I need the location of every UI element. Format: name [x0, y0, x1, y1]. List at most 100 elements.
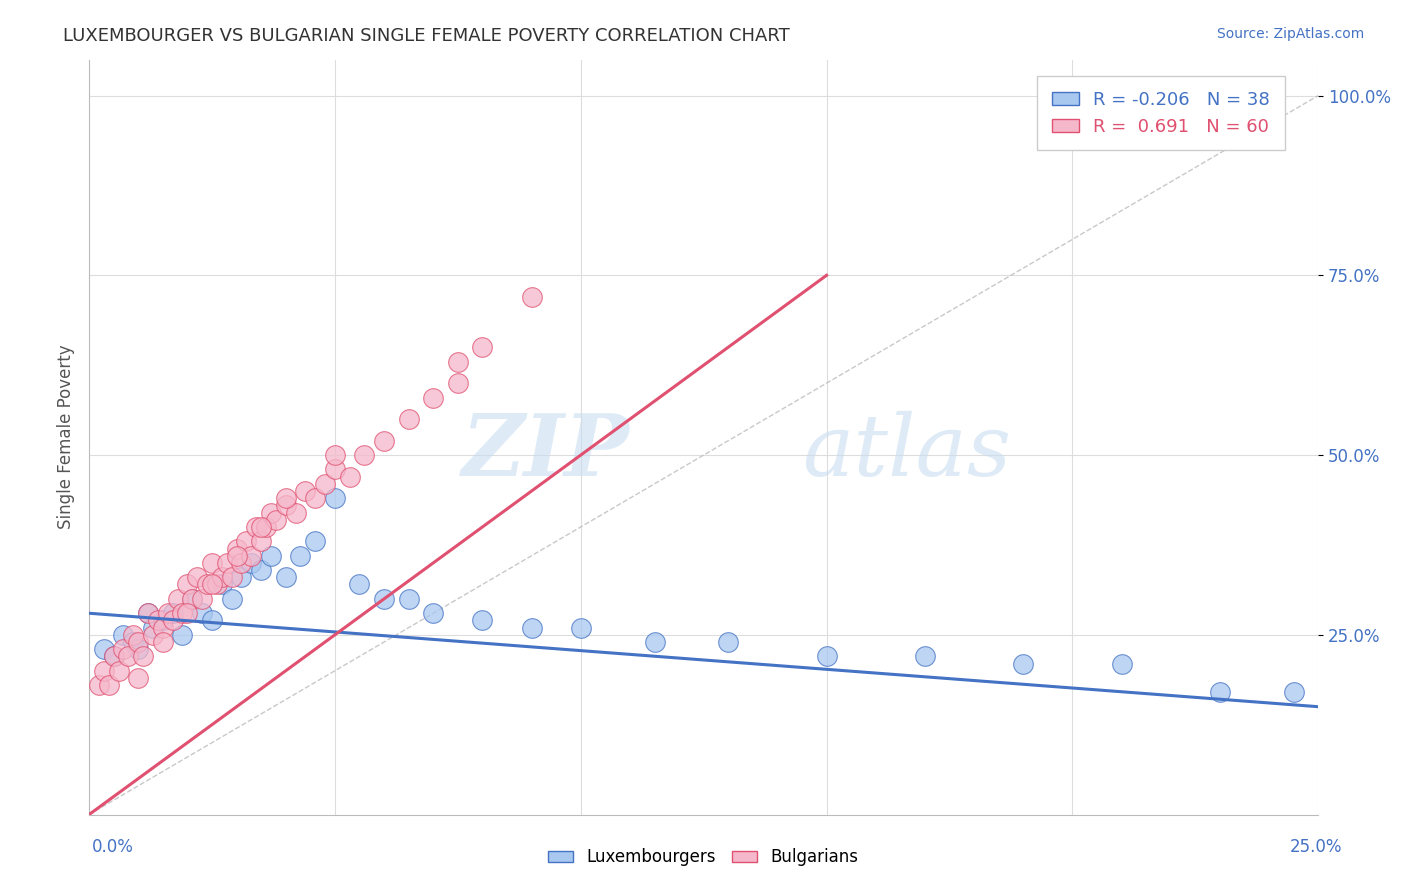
Point: [136, 606, 159, 620]
Point: [373, 591, 395, 606]
Point: [156, 606, 179, 620]
Point: [93, 642, 115, 657]
Point: [122, 628, 145, 642]
Point: [471, 340, 494, 354]
Point: [520, 290, 543, 304]
Point: [294, 483, 316, 498]
Point: [225, 549, 247, 563]
Point: [422, 391, 444, 405]
Point: [172, 606, 194, 620]
Point: [221, 591, 243, 606]
Point: [201, 577, 224, 591]
Point: [240, 549, 263, 563]
Point: [349, 577, 371, 591]
Point: [353, 448, 375, 462]
Point: [107, 664, 129, 678]
Point: [93, 664, 115, 678]
Point: [1209, 685, 1232, 699]
Point: [304, 534, 326, 549]
Point: [211, 577, 233, 591]
Point: [162, 614, 184, 628]
Point: [122, 635, 145, 649]
Point: [201, 614, 224, 628]
Point: [221, 570, 243, 584]
Point: [103, 649, 125, 664]
Point: [225, 541, 247, 556]
Point: [274, 491, 297, 506]
Point: [112, 642, 135, 657]
Legend: R = -0.206   N = 38, R =  0.691   N = 60: R = -0.206 N = 38, R = 0.691 N = 60: [1038, 76, 1285, 150]
Text: 0.0%: 0.0%: [91, 838, 134, 856]
Point: [136, 606, 159, 620]
Point: [274, 570, 297, 584]
Point: [520, 621, 543, 635]
Point: [815, 649, 838, 664]
Point: [398, 412, 420, 426]
Point: [569, 621, 592, 635]
Legend: Luxembourgers, Bulgarians: Luxembourgers, Bulgarians: [540, 840, 866, 875]
Point: [152, 621, 174, 635]
Text: LUXEMBOURGER VS BULGARIAN SINGLE FEMALE POVERTY CORRELATION CHART: LUXEMBOURGER VS BULGARIAN SINGLE FEMALE …: [63, 27, 790, 45]
Point: [103, 649, 125, 664]
Point: [447, 354, 470, 368]
Text: ZIP: ZIP: [463, 410, 630, 494]
Point: [162, 606, 184, 620]
Point: [132, 649, 155, 664]
Point: [166, 591, 188, 606]
Text: 25.0%: 25.0%: [1291, 838, 1343, 856]
Point: [195, 577, 218, 591]
Point: [260, 506, 283, 520]
Point: [314, 476, 336, 491]
Point: [447, 376, 470, 391]
Point: [201, 556, 224, 570]
Point: [127, 642, 149, 657]
Y-axis label: Single Female Poverty: Single Female Poverty: [58, 345, 75, 529]
Point: [142, 628, 165, 642]
Point: [339, 469, 361, 483]
Point: [250, 534, 273, 549]
Point: [471, 614, 494, 628]
Point: [152, 635, 174, 649]
Point: [186, 570, 208, 584]
Point: [240, 556, 263, 570]
Point: [215, 556, 238, 570]
Point: [117, 649, 139, 664]
Point: [274, 499, 297, 513]
Point: [1282, 685, 1305, 699]
Point: [191, 591, 214, 606]
Point: [146, 614, 169, 628]
Point: [211, 570, 233, 584]
Point: [235, 534, 257, 549]
Point: [172, 628, 194, 642]
Point: [1012, 657, 1035, 671]
Point: [914, 649, 936, 664]
Point: [176, 606, 198, 620]
Point: [290, 549, 312, 563]
Point: [87, 678, 110, 692]
Point: [264, 513, 287, 527]
Point: [1111, 657, 1133, 671]
Point: [152, 614, 174, 628]
Point: [250, 563, 273, 577]
Point: [231, 556, 253, 570]
Point: [181, 591, 204, 606]
Point: [245, 520, 267, 534]
Point: [127, 635, 149, 649]
Point: [304, 491, 326, 506]
Point: [127, 671, 149, 685]
Point: [717, 635, 740, 649]
Point: [284, 506, 307, 520]
Point: [398, 591, 420, 606]
Point: [422, 606, 444, 620]
Point: [191, 606, 214, 620]
Point: [260, 549, 283, 563]
Point: [142, 621, 165, 635]
Point: [373, 434, 395, 448]
Point: [250, 520, 273, 534]
Point: [97, 678, 120, 692]
Point: [181, 591, 204, 606]
Point: [231, 570, 253, 584]
Point: [644, 635, 666, 649]
Point: [112, 628, 135, 642]
Point: [176, 577, 198, 591]
